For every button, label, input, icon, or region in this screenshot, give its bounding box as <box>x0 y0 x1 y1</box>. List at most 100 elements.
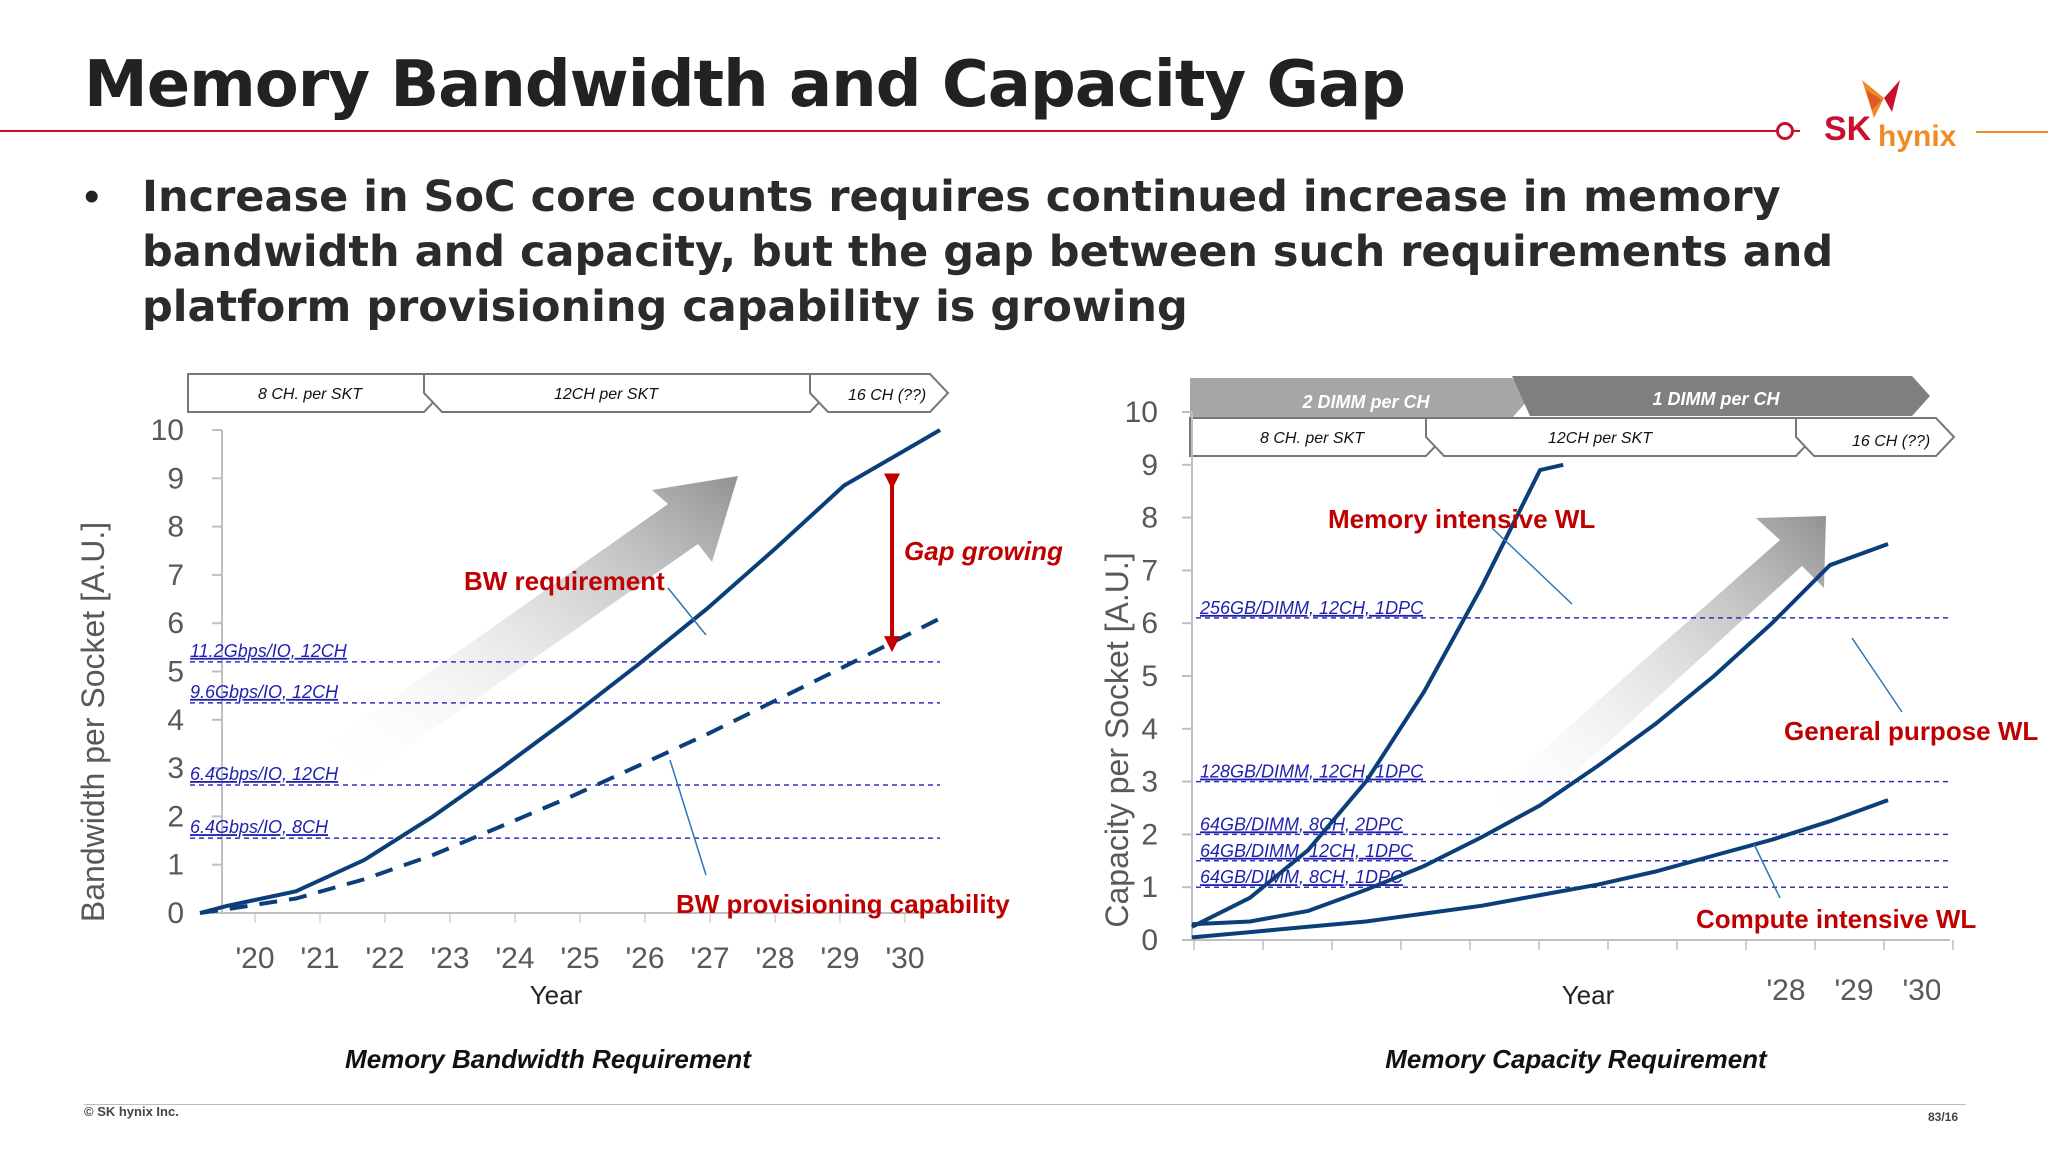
logo-sk: SK <box>1824 110 1872 148</box>
cap-y-tick-label: 10 <box>1125 396 1158 429</box>
rule-dot <box>1776 122 1794 140</box>
cap-y-tick-label: 8 <box>1141 502 1158 535</box>
title-rule <box>0 130 1800 132</box>
cap-dimm-bands: 2 DIMM per CH 1 DIMM per CH <box>1190 376 1930 418</box>
cap-band-16ch <box>1795 417 1956 457</box>
cap-y-tick-label: 1 <box>1141 871 1158 904</box>
bw-requirement-leader <box>667 587 707 636</box>
bw-band-16ch <box>809 373 950 413</box>
cap-x-tick-label: '29 <box>1834 974 1873 1007</box>
bw-band-8ch-label: 8 CH. per SKT <box>258 386 363 403</box>
cap-xlabel: Year <box>1562 980 1615 1010</box>
bandwidth-chart: 8 CH. per SKT 12CH per SKT 16 CH (??) 0 1… <box>75 373 1063 1074</box>
bw-y-tick-label: 6 <box>167 607 184 640</box>
cap-trend-arrow <box>1488 516 1826 826</box>
bw-x-tick-label: '21 <box>300 942 339 975</box>
cap-band-2dimm-label: 2 DIMM per CH <box>1301 392 1430 412</box>
gap-growing-label: Gap growing <box>904 536 1063 566</box>
bw-x-tick-label: '23 <box>430 942 469 975</box>
bw-x-tick-label: '22 <box>365 942 404 975</box>
cap-y-tick-label: 0 <box>1141 924 1158 957</box>
cap-reference-label: 256GB/DIMM, 12CH, 1DPC <box>1199 598 1424 618</box>
compute-intensive-leader <box>1753 843 1781 899</box>
cap-reference-label: 64GB/DIMM, 8CH, 2DPC <box>1200 814 1404 834</box>
memory-intensive-leader <box>1491 527 1573 605</box>
bw-y-tick-label: 2 <box>167 800 184 833</box>
capacity-chart: 2 DIMM per CH 1 DIMM per CH 8 CH. per SK… <box>1099 376 2038 1074</box>
bw-x-tick-label: '29 <box>820 942 859 975</box>
cap-y-tick-label: 6 <box>1141 607 1158 640</box>
bw-ylabel: Bandwidth per Socket [A.U.] <box>75 522 111 922</box>
copyright: © SK hynix Inc. <box>84 1104 179 1119</box>
cap-x-tick-label: '30 <box>1902 974 1941 1007</box>
bw-series <box>199 428 942 915</box>
cap-y-tick-label: 2 <box>1141 818 1158 851</box>
bw-reference-label: 9.6Gbps/IO, 12CH <box>190 682 339 702</box>
bw-y-tick-label: 10 <box>151 414 184 447</box>
bw-requirement-line <box>199 428 942 915</box>
bw-reference-label: 6.4Gbps/IO, 12CH <box>190 764 339 784</box>
cap-y-tick-label: 7 <box>1141 554 1158 587</box>
bw-axes: 0 1 2 3 4 5 6 7 8 9 10 '20 '21 '22 '23 '24 '25 '26 '27 '28 '… <box>151 414 940 975</box>
bw-x-tick-label: '28 <box>755 942 794 975</box>
bw-band-16ch-label: 16 CH (??) <box>848 387 926 404</box>
page-number: 83/16 <box>1928 1110 1959 1124</box>
cap-y-tick-label: 9 <box>1141 449 1158 482</box>
bw-reference-label: 6.4Gbps/IO, 8CH <box>190 817 329 837</box>
memory-intensive-label: Memory intensive WL <box>1328 504 1595 534</box>
bw-y-tick-label: 8 <box>167 511 184 544</box>
bw-y-tick-label: 4 <box>167 704 184 737</box>
cap-band-1dimm <box>1512 376 1930 416</box>
bw-reference-lines: 11.2Gbps/IO, 12CH 9.6Gbps/IO, 12CH 6.4Gbps… <box>190 641 940 839</box>
cap-x-tick-labels: '28 '29 '30 <box>1766 974 1941 1007</box>
bw-x-tick-label: '20 <box>235 942 274 975</box>
cap-ylabel: Capacity per Socket [A.U.] <box>1099 552 1135 927</box>
bullet-text: Increase in SoC core counts requires con… <box>142 172 1834 332</box>
cap-reference-label: 64GB/DIMM, 8CH, 1DPC <box>1200 867 1404 887</box>
bw-channel-bands: 8 CH. per SKT 12CH per SKT 16 CH (??) <box>187 373 950 413</box>
bw-provisioning-label: BW provisioning capability <box>676 889 1010 919</box>
bw-chart-title: Memory Bandwidth Requirement <box>345 1044 752 1074</box>
bullet-marker: • <box>84 172 100 221</box>
general-purpose-label: General purpose WL <box>1784 716 2038 746</box>
bw-y-tick-label: 7 <box>167 559 184 592</box>
bw-provisioning-leader <box>669 759 707 876</box>
cap-x-tick-label: '28 <box>1766 974 1805 1007</box>
cap-y-tick-label: 4 <box>1141 713 1158 746</box>
cap-band-2dimm <box>1190 378 1530 418</box>
bw-x-tick-label: '30 <box>885 942 924 975</box>
bw-band-12ch-label: 12CH per SKT <box>554 386 659 403</box>
compute-intensive-label: Compute intensive WL <box>1696 904 1976 934</box>
general-purpose-line <box>1191 542 1889 927</box>
butterfly-icon <box>1862 80 1900 118</box>
sk-hynix-logo: SK hynix <box>1824 80 1957 153</box>
bw-y-tick-label: 9 <box>167 462 184 495</box>
cap-band-8ch-label: 8 CH. per SKT <box>1260 430 1365 447</box>
bw-x-tick-label: '26 <box>625 942 664 975</box>
memory-intensive-line <box>1191 462 1564 929</box>
footer-rule <box>84 1104 1966 1105</box>
bw-y-tick-label: 0 <box>167 897 184 930</box>
bw-requirement-label: BW requirement <box>464 566 665 596</box>
bw-x-tick-label: '27 <box>690 942 729 975</box>
cap-chart-title: Memory Capacity Requirement <box>1385 1044 1768 1074</box>
cap-band-16ch-label: 16 CH (??) <box>1852 433 1930 450</box>
cap-reference-label: 128GB/DIMM, 12CH, 1DPC <box>1200 762 1424 782</box>
bw-reference-label: 11.2Gbps/IO, 12CH <box>190 641 348 661</box>
bw-y-tick-label: 5 <box>167 656 184 689</box>
bw-y-tick-label: 1 <box>167 849 184 882</box>
cap-y-tick-label: 3 <box>1141 766 1158 799</box>
cap-y-tick-label: 5 <box>1141 660 1158 693</box>
rule-accent <box>1976 131 2048 133</box>
bw-x-tick-label: '25 <box>560 942 599 975</box>
logo-hynix: hynix <box>1878 120 1957 153</box>
cap-axes: 0 1 2 3 4 5 6 7 8 9 10 '28 '29 '30 <box>1125 396 1954 1007</box>
cap-band-12ch-label: 12CH per SKT <box>1548 430 1653 447</box>
cap-series <box>1191 462 1889 940</box>
bw-x-tick-label: '24 <box>495 942 534 975</box>
general-purpose-leader <box>1851 637 1903 713</box>
bw-xlabel: Year <box>530 980 583 1010</box>
cap-band-1dimm-label: 1 DIMM per CH <box>1652 389 1780 409</box>
bw-y-tick-label: 3 <box>167 752 184 785</box>
